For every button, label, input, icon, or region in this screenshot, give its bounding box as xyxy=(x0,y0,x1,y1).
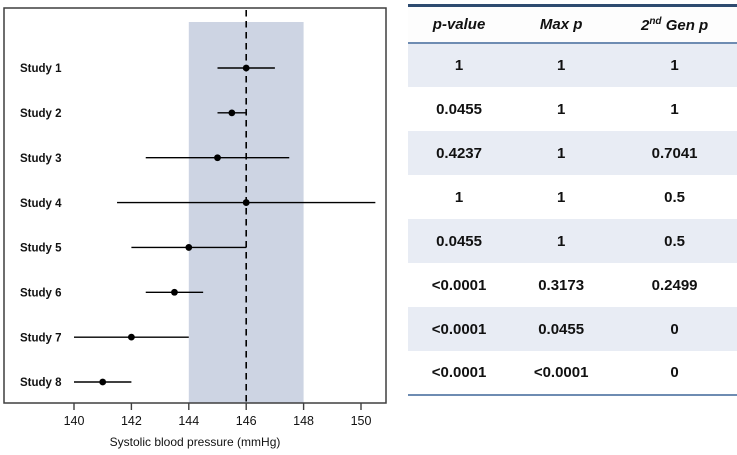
study-point xyxy=(127,333,135,341)
p-value-cell: 0 xyxy=(670,364,679,381)
table-row: 0.4237 1 0.7041 xyxy=(408,131,737,175)
col-header-pvalue: p-value xyxy=(408,5,511,43)
p-value-cell: 0.7041 xyxy=(651,144,698,162)
p-value-cell: 1 xyxy=(670,57,679,74)
p-value-cell: <0.0001 xyxy=(431,276,487,294)
second-gen-base: 2 xyxy=(640,16,650,34)
x-tick-label: 148 xyxy=(293,414,314,428)
p-value-cell: 0 xyxy=(670,320,679,338)
study-point xyxy=(242,199,250,206)
table-row: <0.0001 0.0455 0 xyxy=(408,307,737,351)
p-value-cell: 0.4237 xyxy=(436,144,482,162)
table-row: 0.0455 1 0.5 xyxy=(408,219,737,263)
p-value-cell: 0.0455 xyxy=(436,232,482,250)
col-header-second-gen-p: 2nd Gen p xyxy=(612,5,737,43)
p-value-cell: 0.2499 xyxy=(651,276,698,294)
table-row: 1 1 1 xyxy=(408,43,737,87)
x-tick-label: 146 xyxy=(236,414,257,428)
p-value-cell: 0.5 xyxy=(664,232,686,250)
table-body: 1 1 1 0.0455 1 1 0.4237 1 0.7041 1 1 0.5 0.0455 1 0.5 <… xyxy=(408,43,737,395)
p-value-cell: 0.5 xyxy=(664,188,686,206)
p-value-cell: <0.0001 xyxy=(431,364,487,381)
second-gen-rest: Gen p xyxy=(661,16,709,34)
study-label: Study 1 xyxy=(20,63,62,75)
forest-plot: Study 1 Study 2 Study 3 Study 4 Study 5 Study… xyxy=(3,7,387,449)
pvalue-table: p-value Max p 2nd Gen p 1 1 1 0.0455 1 1 0.423… xyxy=(408,4,737,396)
study-label: Study 4 xyxy=(20,198,62,210)
p-value-cell: 1 xyxy=(556,188,566,206)
header-row: p-value Max p 2nd Gen p xyxy=(408,5,737,43)
study-point xyxy=(228,109,236,117)
p-value-cell: 0.0455 xyxy=(436,100,482,118)
study-label: Study 8 xyxy=(20,377,62,389)
p-value-cell: 1 xyxy=(556,232,566,250)
p-value-cell: 1 xyxy=(556,57,566,74)
study-label: Study 7 xyxy=(20,332,62,344)
p-value-cell: 1 xyxy=(556,100,566,118)
x-tick-label: 142 xyxy=(121,414,142,428)
table-row: <0.0001 <0.0001 0 xyxy=(408,351,737,395)
study-label: Study 5 xyxy=(20,243,62,255)
table-row: 1 1 0.5 xyxy=(408,175,737,219)
table-row: <0.0001 0.3173 0.2499 xyxy=(408,263,737,307)
x-tick-label: 150 xyxy=(351,414,372,428)
study-point xyxy=(99,378,107,386)
study-point xyxy=(185,244,193,251)
p-value-cell: <0.0001 xyxy=(533,364,589,381)
pvalue-table-header: p-value Max p 2nd Gen p xyxy=(408,5,737,43)
study-label: Study 6 xyxy=(20,287,62,299)
p-value-cell: 1 xyxy=(670,100,679,118)
second-gen-superscript: nd xyxy=(649,15,662,27)
table-row: 0.0455 1 1 xyxy=(408,87,737,131)
pvalue-table-panel: p-value Max p 2nd Gen p 1 1 1 0.0455 1 1 0.423… xyxy=(408,4,737,396)
p-value-cell: 1 xyxy=(556,144,566,162)
study-point xyxy=(171,288,178,296)
x-tick-label: 140 xyxy=(64,414,85,428)
col-header-maxp: Max p xyxy=(510,5,613,43)
x-tick-label: 144 xyxy=(178,414,199,428)
p-value-cell: 0.0455 xyxy=(538,320,585,338)
study-point xyxy=(214,154,221,162)
study-label: Study 2 xyxy=(20,108,62,120)
p-value-cell: 1 xyxy=(454,57,464,74)
study-point xyxy=(242,64,250,72)
p-value-cell: <0.0001 xyxy=(431,320,487,338)
plot-border xyxy=(3,7,387,404)
p-value-cell: 0.3173 xyxy=(538,276,585,294)
study-label: Study 3 xyxy=(20,153,62,165)
x-axis-label: Systolic blood pressure (mmHg) xyxy=(110,435,281,449)
p-value-cell: 1 xyxy=(454,188,464,206)
